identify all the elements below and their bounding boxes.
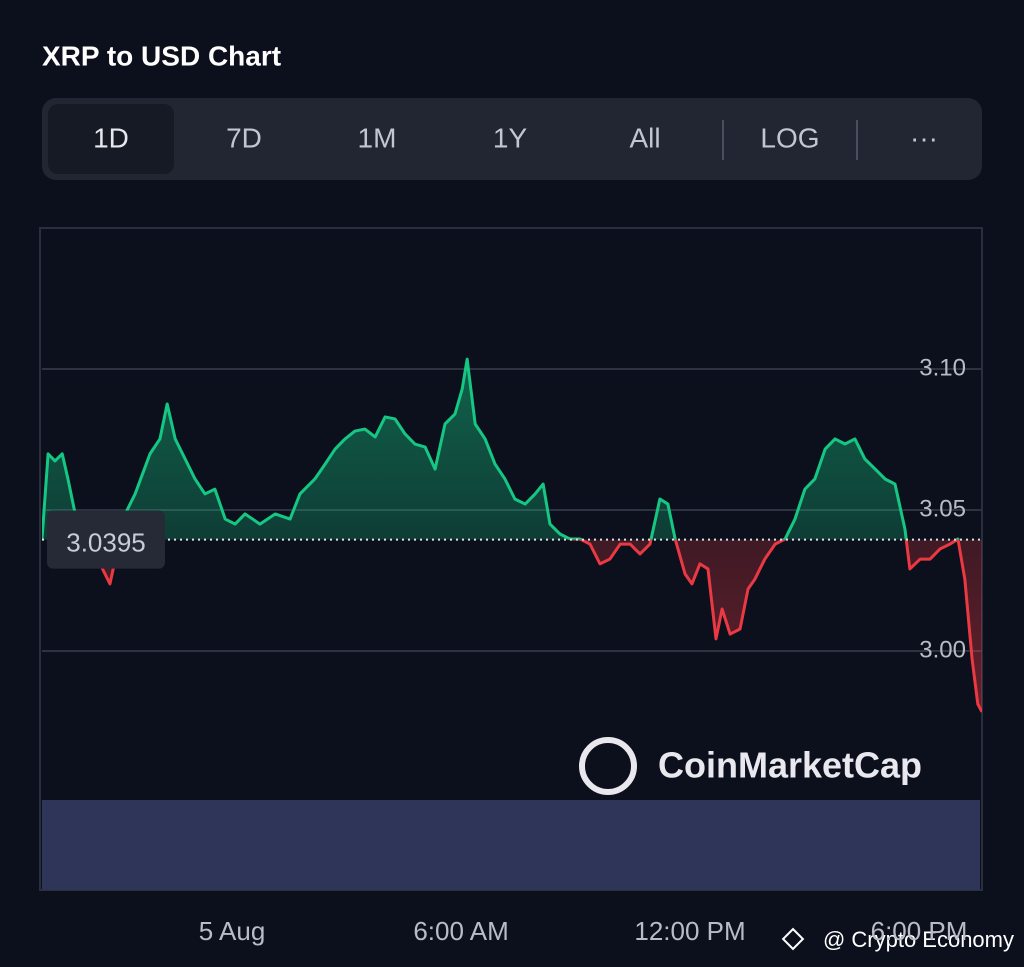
watermark-text: CoinMarketCap <box>658 745 922 786</box>
chart-title: XRP to USD Chart <box>42 40 281 71</box>
tab[interactable]: 1M <box>358 122 397 153</box>
y-tick-label: 3.00 <box>919 636 966 663</box>
tab-bar <box>42 98 982 180</box>
watermark-icon <box>579 737 637 795</box>
volume-band <box>42 800 980 890</box>
tab[interactable]: All <box>629 122 660 153</box>
x-tick-label: 12:00 PM <box>634 916 745 946</box>
y-tick-label: 3.10 <box>919 354 966 381</box>
tab[interactable]: ··· <box>910 122 938 153</box>
baseline-label-box <box>47 510 165 569</box>
x-tick-label: 5 Aug <box>199 916 266 946</box>
x-tick-label: 6:00 PM <box>871 916 968 946</box>
tab[interactable]: 1D <box>93 122 129 153</box>
x-tick-label: 6:00 AM <box>413 916 508 946</box>
credit-icon <box>781 927 805 951</box>
area-down <box>42 539 982 712</box>
tab[interactable]: LOG <box>760 122 819 153</box>
y-tick-label: 3.05 <box>919 495 966 522</box>
line-up <box>42 357 960 540</box>
baseline-label: 3.0395 <box>66 527 146 557</box>
tab[interactable]: 7D <box>226 122 262 153</box>
watermark: CoinMarketCap <box>579 737 922 795</box>
tab-selected <box>48 104 174 174</box>
tab[interactable]: 1Y <box>493 122 528 153</box>
credit: @ Crypto Economy <box>823 927 1014 952</box>
